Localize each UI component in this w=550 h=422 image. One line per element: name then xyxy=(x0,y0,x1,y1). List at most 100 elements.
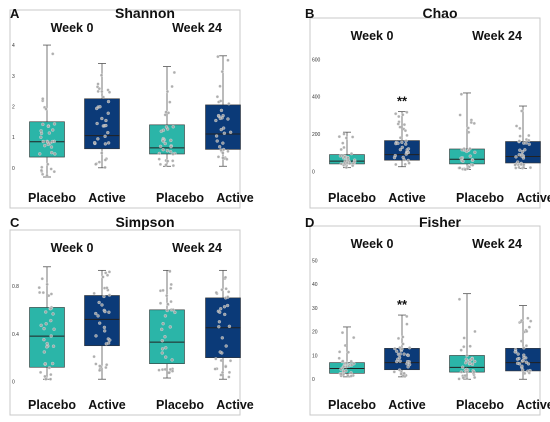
data-point xyxy=(467,130,471,134)
data-point xyxy=(94,311,98,316)
data-point xyxy=(225,157,229,161)
data-point xyxy=(218,116,222,121)
data-point xyxy=(52,170,56,174)
data-point xyxy=(106,111,110,115)
data-point xyxy=(222,131,227,135)
data-point xyxy=(164,355,168,359)
data-point xyxy=(107,310,111,314)
chart-title: Simpson xyxy=(115,214,174,230)
data-point xyxy=(104,365,108,370)
data-point xyxy=(37,286,41,290)
significance-label: ** xyxy=(397,297,408,312)
y-tick-label: 20 xyxy=(312,330,318,336)
data-point xyxy=(468,361,472,365)
data-point xyxy=(405,314,409,319)
data-point xyxy=(94,334,98,338)
data-point xyxy=(394,112,398,116)
data-point xyxy=(221,151,225,155)
data-point xyxy=(518,126,522,130)
x-tick-label: Placebo xyxy=(456,191,504,205)
data-point xyxy=(102,294,106,299)
data-point xyxy=(37,290,42,295)
data-point xyxy=(220,370,225,375)
data-point xyxy=(344,361,349,365)
box xyxy=(149,309,185,364)
data-point xyxy=(337,350,342,354)
group-label: Week 0 xyxy=(351,237,394,251)
data-point xyxy=(524,141,528,145)
data-point xyxy=(171,308,175,312)
data-point xyxy=(169,282,173,287)
x-tick-label: Placebo xyxy=(28,398,76,412)
x-tick-label: Placebo xyxy=(156,191,204,205)
data-point xyxy=(338,154,343,158)
data-point xyxy=(169,150,173,154)
group-label: Week 24 xyxy=(172,21,222,35)
y-tick-label: 0 xyxy=(12,380,15,386)
chart-title: Chao xyxy=(423,5,458,21)
data-point xyxy=(97,87,102,91)
data-point xyxy=(219,99,223,103)
data-point xyxy=(100,116,104,121)
data-point xyxy=(472,121,476,126)
group-label: Week 24 xyxy=(472,29,522,43)
data-point xyxy=(44,322,48,326)
data-point xyxy=(463,373,467,378)
data-point xyxy=(402,122,407,127)
data-point xyxy=(104,342,108,346)
data-point xyxy=(173,310,177,315)
data-point xyxy=(103,165,107,170)
data-point xyxy=(406,158,410,163)
data-point xyxy=(223,275,228,279)
data-point xyxy=(214,118,218,123)
data-point xyxy=(346,373,350,378)
data-point xyxy=(529,319,533,323)
data-point xyxy=(97,160,102,164)
data-point xyxy=(342,155,347,159)
data-point xyxy=(97,368,102,373)
data-point xyxy=(107,270,112,274)
data-point xyxy=(92,141,97,145)
data-point xyxy=(398,136,403,140)
chart-title: Fisher xyxy=(419,214,462,230)
data-point xyxy=(105,363,109,367)
data-point xyxy=(102,325,107,330)
data-point xyxy=(227,324,232,328)
data-point xyxy=(398,359,402,363)
data-point xyxy=(516,352,520,356)
data-point xyxy=(105,273,110,277)
data-point xyxy=(224,365,228,369)
data-point xyxy=(471,158,475,162)
data-point xyxy=(45,345,49,349)
data-point xyxy=(527,371,531,375)
data-point xyxy=(169,299,173,304)
data-point xyxy=(161,288,165,293)
x-tick-label: Active xyxy=(216,398,254,412)
data-point xyxy=(169,138,173,143)
y-tick-label: 0.4 xyxy=(12,332,19,338)
data-point xyxy=(100,303,104,307)
data-point xyxy=(515,361,520,365)
data-point xyxy=(103,134,107,138)
data-point xyxy=(49,372,53,377)
data-point xyxy=(214,134,219,138)
data-point xyxy=(160,339,164,343)
data-point xyxy=(39,168,44,173)
data-point xyxy=(39,323,43,328)
chart-title: Shannon xyxy=(115,5,175,21)
data-point xyxy=(341,141,345,145)
panel-letter: B xyxy=(305,6,314,21)
data-point xyxy=(104,123,108,128)
data-point xyxy=(458,113,462,117)
data-point xyxy=(216,55,220,59)
data-point xyxy=(166,159,170,163)
data-point xyxy=(49,292,54,296)
data-point xyxy=(405,110,409,114)
data-point xyxy=(227,370,232,374)
data-point xyxy=(514,166,518,170)
data-point xyxy=(163,141,167,146)
data-point xyxy=(219,373,223,377)
panel-b: B Chao Week 0 Week 24 Placebo Active Placebo Ac… xyxy=(305,5,550,209)
data-point xyxy=(43,143,47,148)
data-point xyxy=(53,152,57,156)
